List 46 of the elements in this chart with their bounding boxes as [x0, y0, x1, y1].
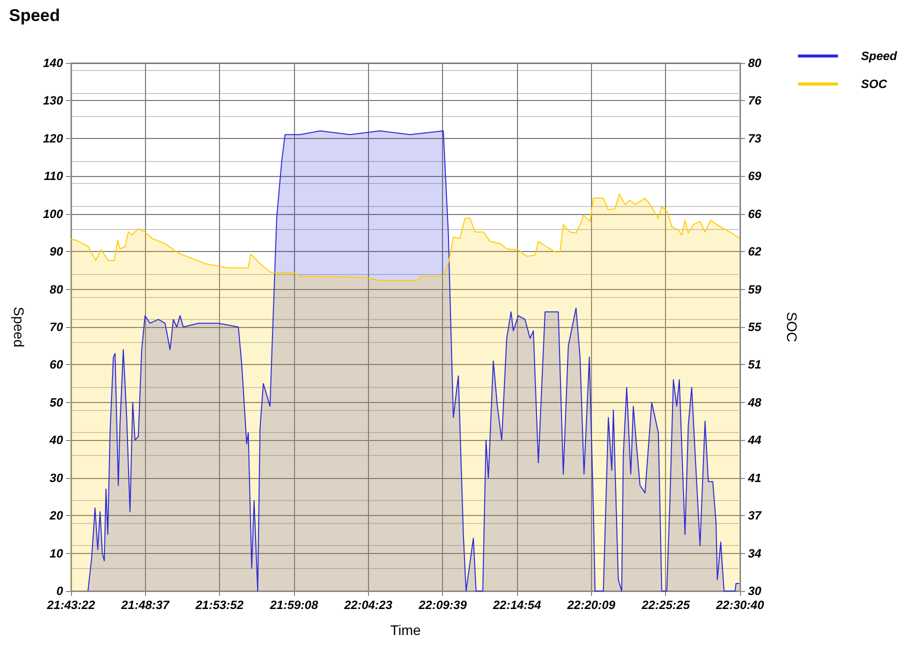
y2-tick-label: 51 — [748, 358, 762, 372]
y-tick-label: 70 — [50, 320, 64, 334]
y2-tick-label: 69 — [748, 169, 762, 184]
y2-tick-label: 55 — [748, 320, 762, 334]
y-tick-label: 80 — [50, 282, 64, 296]
x-tick-label: 21:53:52 — [194, 598, 244, 612]
y2-tick-label: 37 — [748, 508, 763, 523]
y2-tick-label: 41 — [747, 470, 762, 485]
y2-tick-label: 62 — [748, 244, 762, 259]
x-axis-title: Time — [390, 622, 422, 638]
y-tick-label: 50 — [50, 395, 64, 410]
y-tick-label: 100 — [42, 206, 64, 221]
y2-tick-label: 48 — [747, 395, 762, 410]
y2-tick-label: 76 — [748, 94, 762, 108]
chart-title: Speed — [9, 6, 60, 25]
y2-tick-label: 59 — [748, 282, 762, 296]
y-tick-label: 30 — [50, 470, 64, 485]
x-tick-label: 22:09:39 — [418, 598, 468, 612]
y-tick-label: 120 — [42, 131, 64, 146]
y2-tick-label: 34 — [748, 546, 762, 560]
legend-label: SOC — [860, 77, 888, 91]
legend-label: Speed — [860, 49, 898, 63]
x-tick-label: 22:20:09 — [566, 598, 616, 612]
y-axis-title: Speed — [11, 306, 27, 348]
x-tick-label: 22:25:25 — [640, 598, 690, 612]
y-tick-label: 130 — [42, 94, 64, 108]
x-tick-label: 22:30:40 — [714, 598, 764, 612]
y2-tick-label: 44 — [747, 433, 762, 448]
y-tick-label: 0 — [56, 584, 64, 598]
y-tick-label: 20 — [48, 508, 64, 523]
y2-tick-label: 73 — [748, 131, 762, 146]
y-tick-label: 10 — [50, 546, 64, 560]
y2-tick-label: 66 — [748, 206, 762, 221]
y-tick-label: 140 — [42, 56, 64, 70]
y-tick-label: 110 — [44, 169, 64, 184]
y-tick-label: 40 — [48, 433, 64, 448]
y2-axis-title: SOC — [784, 312, 800, 342]
x-tick-label: 22:04:23 — [343, 598, 393, 612]
x-tick-label: 22:14:54 — [492, 598, 542, 612]
x-tick-label: 21:59:08 — [268, 598, 318, 612]
x-tick-label: 21:43:22 — [46, 598, 96, 612]
y-tick-label: 90 — [50, 244, 64, 259]
x-tick-label: 21:48:37 — [120, 598, 171, 612]
y2-tick-label: 80 — [748, 56, 762, 70]
y-tick-label: 60 — [50, 358, 64, 372]
y2-tick-label: 30 — [748, 584, 762, 598]
